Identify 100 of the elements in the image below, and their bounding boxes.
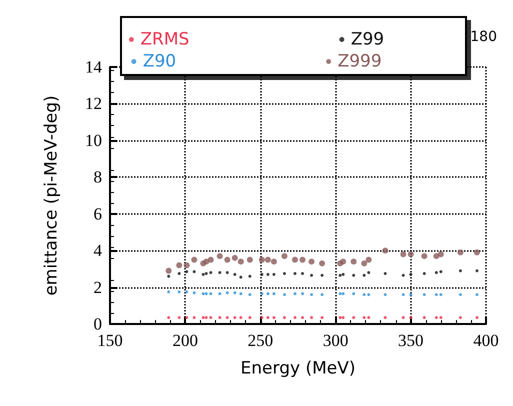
- point: [400, 251, 406, 258]
- x-tick-label: 350: [398, 331, 424, 350]
- point: [367, 293, 370, 296]
- point: [264, 256, 271, 263]
- point: [260, 272, 264, 276]
- point: [178, 290, 181, 294]
- point: [422, 272, 426, 276]
- point: [340, 258, 346, 265]
- point: [434, 271, 438, 274]
- point: [202, 316, 205, 320]
- point: [176, 262, 182, 268]
- y-axis-title: emittance (pi-MeV-deg): [42, 95, 62, 296]
- point: [457, 249, 464, 256]
- point: [362, 293, 366, 296]
- point: [342, 272, 345, 276]
- point: [338, 274, 342, 277]
- point: [301, 272, 304, 276]
- point: [409, 293, 412, 296]
- point: [475, 269, 478, 272]
- x-tick-label: 400: [473, 331, 499, 350]
- point: [439, 270, 442, 274]
- point: [266, 272, 270, 276]
- point: [258, 256, 265, 263]
- point: [248, 316, 252, 320]
- point: [382, 248, 388, 254]
- point: [178, 316, 181, 320]
- point: [208, 256, 214, 263]
- point: [342, 316, 345, 320]
- point: [238, 258, 244, 265]
- y-tick-label: 2: [94, 278, 102, 297]
- point: [402, 293, 405, 296]
- point: [293, 316, 296, 320]
- point: [352, 292, 356, 296]
- point: [178, 272, 181, 276]
- point: [239, 292, 242, 296]
- point: [232, 254, 238, 261]
- point: [434, 316, 438, 320]
- point: [320, 316, 324, 320]
- point: [458, 269, 462, 272]
- point: [266, 316, 270, 320]
- point: [422, 293, 426, 296]
- point: [310, 274, 314, 277]
- y-tick-label: 4: [94, 241, 102, 260]
- point: [474, 249, 480, 256]
- point: [293, 272, 296, 276]
- point: [272, 316, 276, 320]
- point: [352, 316, 356, 320]
- point: [292, 256, 298, 263]
- point: [202, 292, 205, 296]
- point: [184, 262, 190, 268]
- point: [301, 292, 304, 296]
- y-tick-label: 14: [85, 58, 102, 76]
- point: [239, 276, 242, 279]
- point: [408, 251, 414, 258]
- y-tick-label: 6: [94, 204, 102, 224]
- point: [209, 292, 212, 296]
- point: [366, 256, 372, 263]
- point: [204, 316, 208, 320]
- point: [216, 253, 223, 260]
- point: [226, 271, 229, 274]
- point: [192, 291, 196, 294]
- x-tick-label: 150: [97, 331, 123, 350]
- point: [409, 316, 412, 320]
- point: [300, 256, 306, 263]
- point: [422, 316, 426, 320]
- point: [384, 272, 387, 276]
- point: [350, 258, 357, 265]
- point: [293, 292, 296, 296]
- point: [260, 292, 264, 296]
- point: [185, 290, 188, 294]
- point: [260, 316, 264, 320]
- point: [475, 316, 478, 320]
- point: [226, 291, 229, 294]
- point: [308, 258, 315, 265]
- point: [204, 272, 208, 276]
- point: [218, 316, 222, 320]
- point: [218, 292, 222, 296]
- point: [167, 316, 170, 320]
- x-tick-label: 250: [248, 331, 274, 350]
- point: [204, 292, 208, 296]
- point: [209, 271, 212, 274]
- point: [209, 316, 212, 320]
- point: [439, 293, 442, 296]
- point: [248, 293, 252, 296]
- y-tick-label: 8: [94, 168, 102, 187]
- point: [282, 316, 286, 320]
- point: [218, 271, 222, 274]
- legend-label: ZRMS: [140, 30, 190, 50]
- point: [270, 258, 277, 265]
- point: [352, 274, 356, 277]
- point: [310, 293, 314, 296]
- point: [191, 256, 198, 263]
- point: [272, 292, 276, 296]
- point: [367, 271, 370, 274]
- y-tick-label: 0: [94, 314, 102, 334]
- point: [421, 253, 428, 260]
- point: [166, 268, 172, 274]
- legend-label: Z999: [338, 52, 382, 72]
- point: [458, 293, 462, 296]
- point: [266, 292, 270, 296]
